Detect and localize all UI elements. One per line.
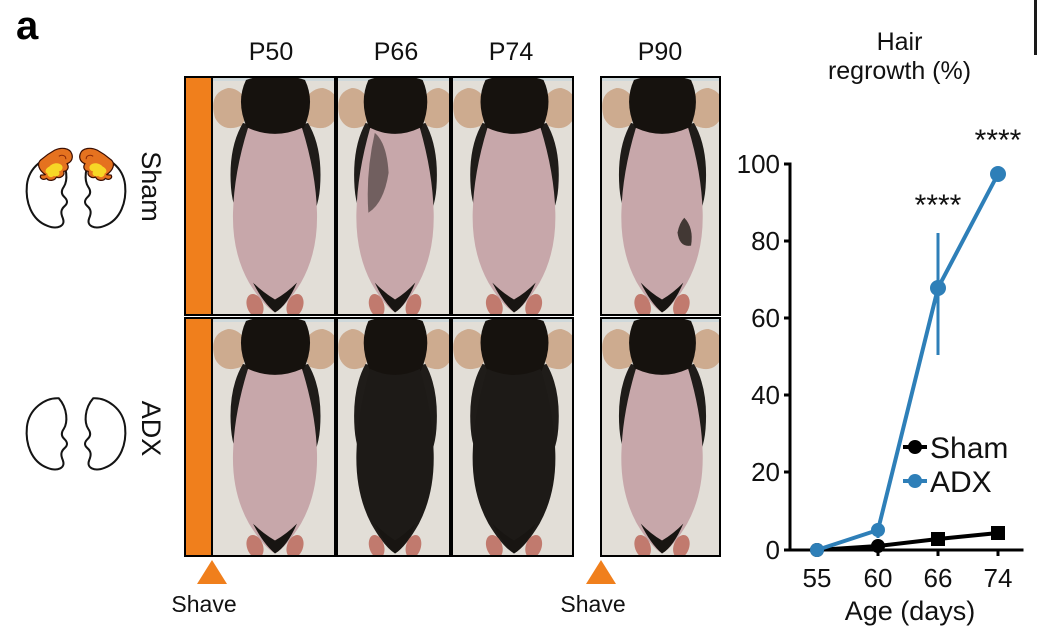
svg-text:60: 60 <box>751 303 780 333</box>
svg-text:****: **** <box>975 124 1022 157</box>
svg-text:100: 100 <box>737 149 780 179</box>
svg-text:Age (days): Age (days) <box>845 596 976 626</box>
svg-text:ADX: ADX <box>930 466 992 499</box>
svg-text:20: 20 <box>751 457 780 487</box>
svg-text:66: 66 <box>924 563 953 593</box>
svg-text:40: 40 <box>751 380 780 410</box>
svg-text:80: 80 <box>751 226 780 256</box>
svg-text:55: 55 <box>803 563 832 593</box>
svg-text:0: 0 <box>766 535 780 565</box>
svg-text:****: **** <box>915 189 962 222</box>
svg-text:60: 60 <box>864 563 893 593</box>
svg-text:74: 74 <box>984 563 1013 593</box>
svg-text:Sham: Sham <box>930 432 1008 465</box>
